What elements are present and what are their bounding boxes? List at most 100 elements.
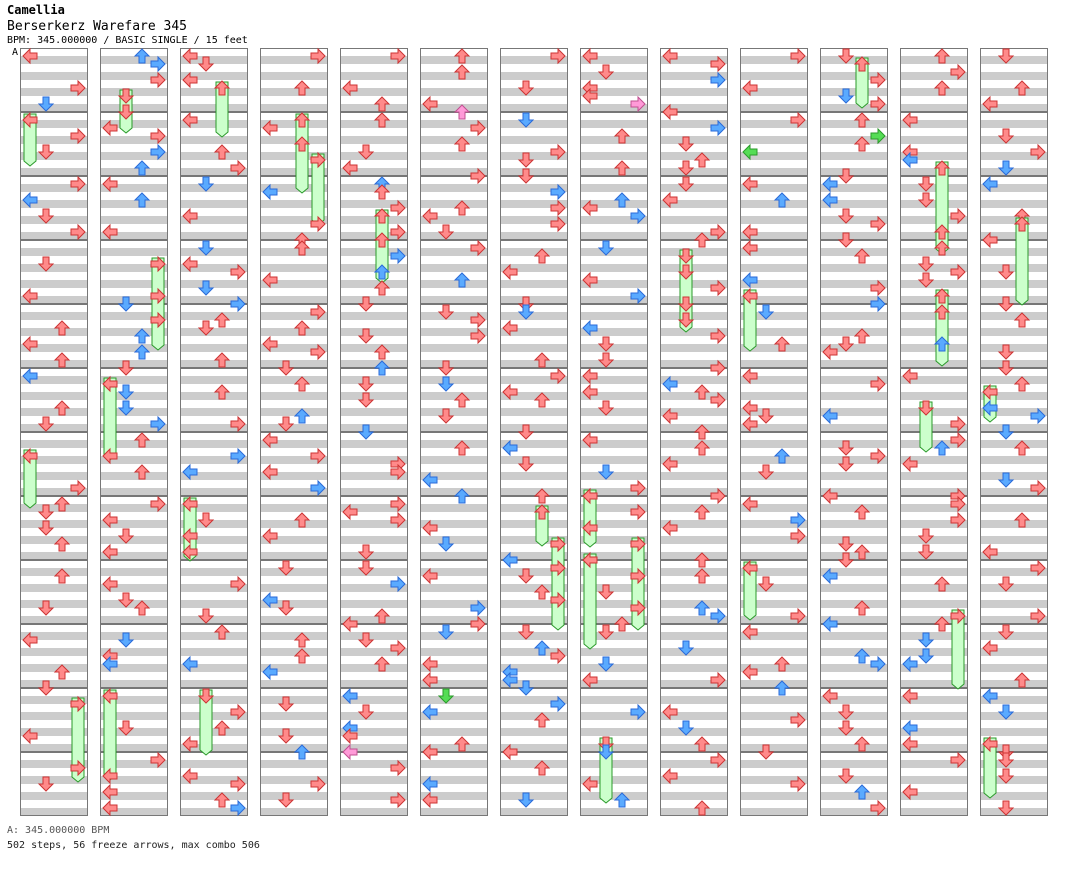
measure-stripe xyxy=(580,728,648,736)
step-arrow xyxy=(710,279,726,297)
step-arrow xyxy=(150,311,166,329)
step-arrow xyxy=(213,312,231,328)
measure-border xyxy=(900,560,968,624)
measure-stripe xyxy=(100,248,168,256)
measure-stripe xyxy=(420,648,488,656)
measure-stripe xyxy=(900,264,968,272)
chart-info: BPM: 345.000000 / BASIC SINGLE / 15 feet xyxy=(7,35,248,46)
step-arrow xyxy=(357,632,375,648)
measure-border xyxy=(580,560,648,624)
measure-stripe xyxy=(260,632,328,640)
measure-stripe xyxy=(980,312,1048,320)
measure-stripe xyxy=(500,664,568,672)
bpm-marker-label: A xyxy=(12,47,19,58)
step-arrow xyxy=(742,223,758,241)
measure-border xyxy=(580,432,648,496)
step-arrow xyxy=(613,160,631,176)
measure-stripe xyxy=(420,456,488,464)
step-arrow xyxy=(710,359,726,377)
step-arrow xyxy=(613,128,631,144)
measure-border xyxy=(660,624,728,688)
step-arrow xyxy=(837,536,855,552)
measure-stripe xyxy=(180,568,248,576)
measure-stripe xyxy=(20,776,88,784)
step-arrow xyxy=(757,744,775,760)
step-arrow-blue xyxy=(310,479,326,497)
step-arrow xyxy=(997,800,1015,816)
step-arrow-blue xyxy=(710,119,726,137)
measure-stripe xyxy=(260,168,328,176)
measure-border xyxy=(820,240,888,304)
step-arrow xyxy=(517,568,535,584)
measure-border xyxy=(660,304,728,368)
measure-border xyxy=(340,752,408,816)
step-arrow-blue xyxy=(373,264,391,280)
step-arrow xyxy=(742,175,758,193)
measure-stripe xyxy=(660,88,728,96)
step-arrow xyxy=(293,240,311,256)
step-arrow xyxy=(197,320,215,336)
step-arrow-blue xyxy=(37,96,55,112)
measure-border xyxy=(740,496,808,560)
step-arrow xyxy=(357,376,375,392)
measure-border xyxy=(820,624,888,688)
measure-border xyxy=(20,432,88,496)
measure-border xyxy=(100,688,168,752)
measure-stripe xyxy=(740,424,808,432)
measure-border xyxy=(20,304,88,368)
step-arrow xyxy=(997,624,1015,640)
measure-stripe xyxy=(900,584,968,592)
measure-stripe xyxy=(820,408,888,416)
measure-stripe xyxy=(420,776,488,784)
step-arrow-blue xyxy=(293,744,311,760)
measure-stripe xyxy=(980,600,1048,608)
step-arrow xyxy=(582,271,598,289)
measure-stripe xyxy=(260,680,328,688)
measure-border xyxy=(100,112,168,176)
step-arrow xyxy=(230,263,246,281)
measure-stripe xyxy=(420,312,488,320)
freeze-arrow xyxy=(151,257,165,351)
measure-border xyxy=(580,176,648,240)
measure-stripe xyxy=(900,760,968,768)
step-arrow xyxy=(773,336,791,352)
measure-stripe xyxy=(500,440,568,448)
step-arrow xyxy=(662,191,678,209)
measure-stripe xyxy=(420,376,488,384)
measure-stripe xyxy=(900,104,968,112)
step-arrow-blue xyxy=(630,703,646,721)
step-arrow xyxy=(773,656,791,672)
measure-stripe xyxy=(500,136,568,144)
measure-stripe xyxy=(660,504,728,512)
step-arrow xyxy=(262,271,278,289)
measure-stripe xyxy=(420,616,488,624)
step-arrow xyxy=(997,128,1015,144)
step-arrow xyxy=(533,488,551,504)
step-arrow xyxy=(517,80,535,96)
measure-stripe xyxy=(740,616,808,624)
measure-stripe xyxy=(260,456,328,464)
measure-stripe xyxy=(980,184,1048,192)
step-arrow xyxy=(390,199,406,217)
step-arrow xyxy=(837,552,855,568)
measure-stripe xyxy=(100,120,168,128)
step-arrow-blue xyxy=(517,792,535,808)
measure-stripe xyxy=(340,552,408,560)
measure-border xyxy=(420,176,488,240)
step-arrow-blue xyxy=(437,536,455,552)
step-arrow xyxy=(197,512,215,528)
measure-stripe xyxy=(900,520,968,528)
measure-border xyxy=(100,176,168,240)
step-arrow-blue xyxy=(1030,407,1046,425)
measure-stripe xyxy=(20,280,88,288)
step-arrow-blue xyxy=(757,304,775,320)
step-arrow xyxy=(630,599,646,617)
step-arrow-blue xyxy=(133,328,151,344)
measure-stripe xyxy=(420,552,488,560)
step-arrow xyxy=(357,392,375,408)
step-arrow xyxy=(422,519,438,537)
measure-stripe xyxy=(180,296,248,304)
measure-stripe xyxy=(100,344,168,352)
step-arrow xyxy=(37,256,55,272)
measure-stripe xyxy=(180,376,248,384)
